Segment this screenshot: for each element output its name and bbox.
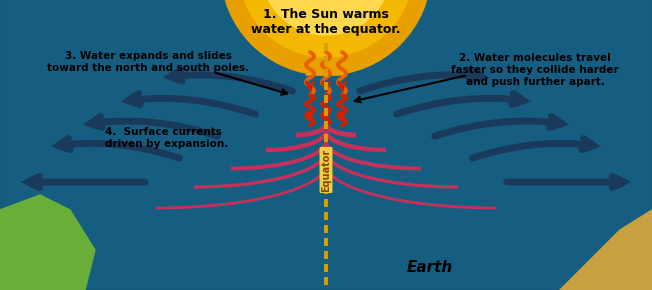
Circle shape <box>239 0 413 57</box>
Polygon shape <box>0 195 95 290</box>
Text: Earth: Earth <box>407 260 453 276</box>
Text: 1. The Sun warms
water at the equator.: 1. The Sun warms water at the equator. <box>251 8 401 36</box>
Polygon shape <box>306 52 346 75</box>
Text: 4.  Surface currents
driven by expansion.: 4. Surface currents driven by expansion. <box>105 127 228 149</box>
Text: 3. Water expands and slides
toward the north and south poles.: 3. Water expands and slides toward the n… <box>47 51 249 73</box>
Polygon shape <box>560 210 652 290</box>
Text: Equator: Equator <box>321 148 331 192</box>
Text: 2. Water molecules travel
faster so they collide harder
and push further apart.: 2. Water molecules travel faster so they… <box>451 53 619 87</box>
Circle shape <box>261 0 391 35</box>
Circle shape <box>221 0 431 75</box>
